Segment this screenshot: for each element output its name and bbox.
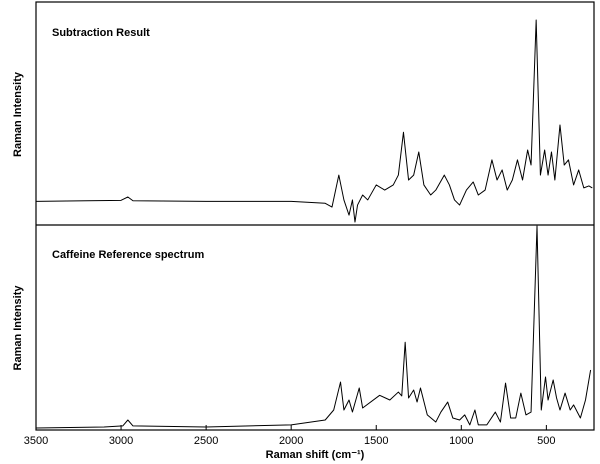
spectrum-line xyxy=(35,225,592,429)
x-tick-label: 3500 xyxy=(24,435,48,447)
x-tick-label: 500 xyxy=(537,435,555,447)
x-tick-label: 1500 xyxy=(364,435,388,447)
y-axis-label: Raman Intensity xyxy=(12,71,24,157)
x-axis-label: Raman shift (cm⁻¹) xyxy=(266,449,365,461)
spectrum-line xyxy=(35,19,593,223)
plot-frame xyxy=(35,1,595,431)
panel-title: Subtraction Result xyxy=(52,27,150,39)
x-tick-label: 2500 xyxy=(194,435,218,447)
x-tick-label: 1000 xyxy=(449,435,473,447)
y-axis-label: Raman Intensity xyxy=(12,285,24,371)
x-tick-label: 3000 xyxy=(109,435,133,447)
x-tick-label: 2000 xyxy=(279,435,303,447)
panel-title: Caffeine Reference spectrum xyxy=(52,249,204,261)
